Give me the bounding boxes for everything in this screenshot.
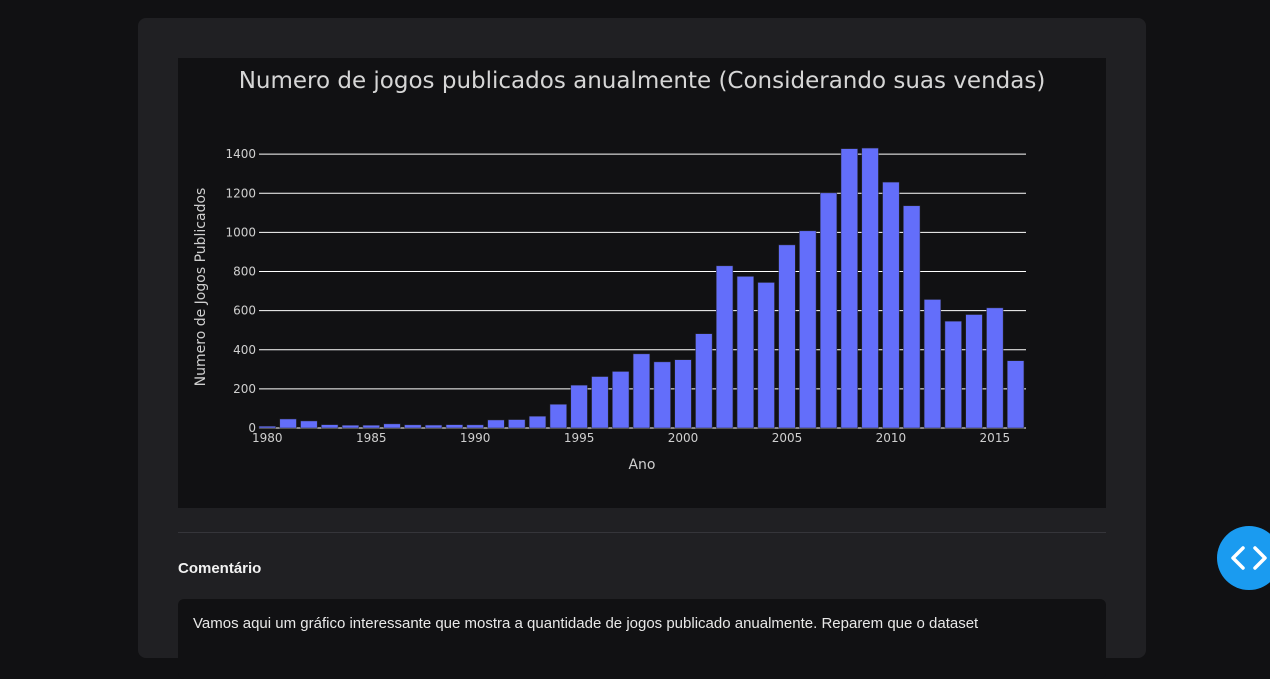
bar-1984	[342, 425, 359, 428]
x-tick-label: 1980	[252, 431, 283, 445]
bar-1983	[321, 425, 338, 428]
bar-2002	[716, 266, 733, 428]
x-tick-label: 2000	[668, 431, 699, 445]
bar-1982	[301, 421, 318, 428]
bar-1995	[571, 385, 588, 428]
bar-2016	[1007, 361, 1024, 428]
bar-1987	[405, 425, 422, 428]
bar-2012	[924, 299, 941, 428]
bar-1989	[446, 425, 463, 428]
bars	[259, 148, 1024, 428]
bar-2001	[696, 334, 713, 428]
notebook-cell-card: Numero de jogos publicados anualmente (C…	[138, 18, 1146, 658]
bar-1988	[425, 425, 442, 428]
x-tick-label: 2010	[876, 431, 907, 445]
bar-2005	[779, 245, 796, 428]
y-tick-label: 600	[233, 304, 256, 318]
y-tick-label: 1200	[225, 186, 256, 200]
bar-2000	[675, 360, 692, 428]
bar-2010	[883, 182, 900, 428]
comment-box: Vamos aqui um gráfico interessante que m…	[178, 599, 1106, 679]
bar-2004	[758, 282, 775, 428]
chart-container: Numero de jogos publicados anualmente (C…	[178, 58, 1106, 508]
y-tick-label: 800	[233, 265, 256, 279]
bar-2006	[799, 231, 816, 428]
bar-1997	[612, 371, 629, 428]
bar-2014	[966, 315, 983, 428]
bar-1991	[488, 420, 505, 428]
code-toggle-button[interactable]	[1217, 526, 1270, 590]
y-tick-label: 200	[233, 382, 256, 396]
x-axis-ticks: 1980 1985 1990 1995 2000 2005 2010 2015	[252, 431, 1010, 445]
bar-2013	[945, 321, 962, 428]
bar-1996	[592, 377, 609, 428]
bar-2007	[820, 193, 837, 428]
bar-1993	[529, 416, 546, 428]
bar-1994	[550, 404, 567, 428]
x-axis-label: Ano	[628, 457, 655, 473]
y-tick-label: 1000	[225, 225, 256, 239]
comment-heading: Comentário	[178, 560, 261, 577]
bar-2015	[987, 308, 1004, 428]
bar-1980	[259, 426, 276, 428]
bar-1986	[384, 424, 401, 428]
y-tick-label: 1400	[225, 147, 256, 161]
bar-1999	[654, 362, 671, 428]
bar-1981	[280, 419, 297, 428]
bar-2008	[841, 149, 858, 428]
bar-2003	[737, 276, 754, 428]
x-tick-label: 1985	[356, 431, 387, 445]
code-brackets-icon	[1229, 546, 1269, 570]
x-tick-label: 1990	[460, 431, 491, 445]
chart-title: Numero de jogos publicados anualmente (C…	[239, 68, 1046, 94]
x-tick-label: 1995	[564, 431, 595, 445]
bar-1990	[467, 425, 484, 428]
y-axis-label: Numero de Jogos Publicados	[193, 188, 209, 387]
section-divider	[178, 532, 1106, 533]
bar-1992	[508, 420, 525, 428]
bar-2009	[862, 148, 879, 428]
bar-2011	[903, 206, 920, 428]
x-tick-label: 2005	[772, 431, 803, 445]
x-tick-label: 2015	[980, 431, 1011, 445]
comment-text: Vamos aqui um gráfico interessante que m…	[193, 615, 1091, 632]
y-tick-label: 400	[233, 343, 256, 357]
bar-1985	[363, 425, 380, 428]
bar-chart: Numero de jogos publicados anualmente (C…	[178, 58, 1106, 508]
bar-1998	[633, 354, 650, 428]
